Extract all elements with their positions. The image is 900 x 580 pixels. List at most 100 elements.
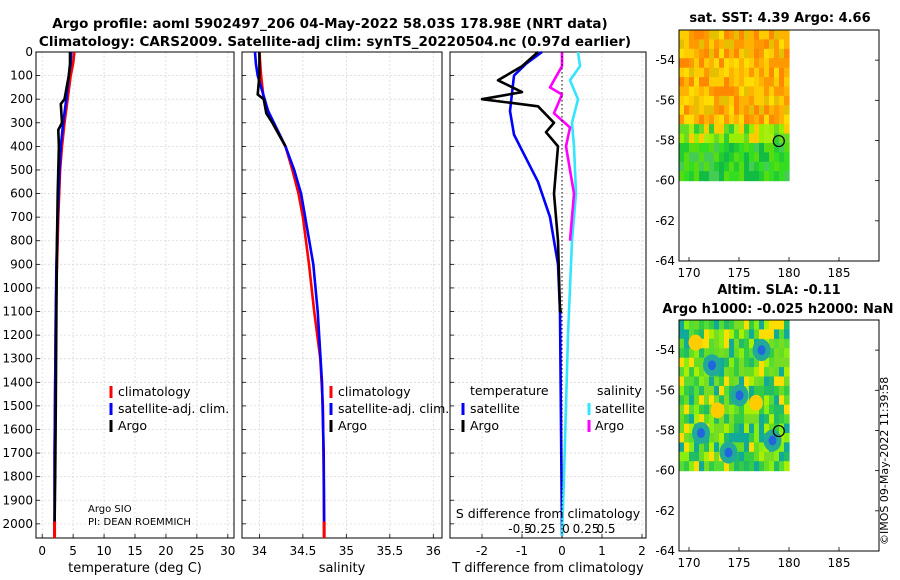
map-y-tick-label: -56 [655, 93, 675, 107]
map-cell [684, 95, 690, 106]
map-cell [679, 67, 685, 78]
map-cell [714, 320, 720, 330]
map-cell [689, 367, 695, 378]
map-cell [714, 338, 720, 349]
map-cell [769, 423, 775, 434]
series-line-salinity-satellite [560, 51, 582, 536]
map-cell [764, 124, 770, 135]
y-tick-label: 1000 [2, 281, 33, 295]
map-cell [709, 48, 715, 59]
map-cell [774, 124, 780, 135]
map-cell [724, 395, 730, 406]
map-x-tick-label: 185 [828, 266, 851, 280]
map-cell [694, 320, 700, 330]
map-cell [739, 124, 745, 135]
map-cell [709, 376, 715, 387]
map-cell [739, 161, 745, 172]
map-cell [759, 320, 765, 330]
map-cell [714, 58, 720, 69]
map-cell [679, 442, 685, 453]
map-cell [764, 357, 770, 368]
map-cell [724, 338, 730, 349]
map-cell [759, 357, 765, 368]
map-cell [769, 338, 775, 349]
map-cell [679, 124, 685, 135]
map-cell [714, 376, 720, 387]
map-cell [679, 367, 685, 378]
map-cell [714, 114, 720, 125]
map-cell [699, 161, 705, 172]
map-cell [724, 171, 730, 182]
map-cell [764, 451, 770, 462]
map-cell [689, 357, 695, 368]
map-cell [764, 376, 770, 387]
map-cell [774, 39, 780, 50]
sla-eddy-core [708, 360, 716, 371]
map-cell [689, 161, 695, 172]
map-cell [759, 133, 765, 144]
map-cell [764, 395, 770, 406]
map-cell [774, 461, 780, 472]
map-cell [774, 133, 780, 144]
map-cell [754, 77, 760, 88]
map-cell [784, 367, 790, 378]
map-cell [759, 451, 765, 462]
series-line-salinity-argo [548, 52, 576, 241]
map-cell [739, 367, 745, 378]
map-cell [714, 124, 720, 135]
map-cell [714, 143, 720, 153]
map-cell [739, 320, 745, 330]
map-cell [754, 442, 760, 453]
map-cell [749, 329, 755, 340]
map-cell [714, 395, 720, 406]
map-cell [684, 143, 690, 153]
map-cell [729, 404, 735, 415]
map-cell [699, 67, 705, 78]
y-tick-label: 400 [10, 139, 33, 153]
s-tick-label: 0 [562, 522, 570, 536]
map-cell [739, 404, 745, 415]
map-cell [754, 171, 760, 182]
map-cell [774, 105, 780, 116]
map-cell [704, 114, 710, 125]
map-cell [729, 67, 735, 78]
map-cell [734, 105, 740, 116]
map-cell [744, 161, 750, 172]
map-cell [769, 385, 775, 396]
sla-eddy-core [724, 447, 733, 458]
map-cell [784, 433, 790, 443]
map-cell [744, 48, 750, 59]
map-cell [679, 171, 685, 182]
map-cell [689, 67, 695, 78]
map-cell [744, 77, 750, 88]
map-cell [764, 143, 770, 153]
map-cell [709, 161, 715, 172]
series-line-climatology [258, 51, 326, 536]
map-cell [774, 376, 780, 387]
map-cell [684, 404, 690, 415]
map-cell [754, 86, 760, 97]
map-cell [699, 105, 705, 116]
map-cell [709, 95, 715, 106]
map-cell [774, 95, 780, 106]
map-cell [759, 48, 765, 59]
map-cell [734, 143, 740, 153]
map-cell [709, 143, 715, 153]
map-cell [694, 161, 700, 172]
map-cell [779, 48, 785, 59]
map-cell [709, 58, 715, 69]
map-cell [689, 442, 695, 453]
map-cell [739, 114, 745, 125]
map-cell [744, 67, 750, 78]
y-tick-label: 200 [10, 92, 33, 106]
map-cell [759, 58, 765, 69]
map-cell [779, 124, 785, 135]
map-cell [784, 161, 790, 172]
map-cell [759, 171, 765, 182]
map-cell [779, 395, 785, 406]
map-cell [759, 442, 765, 453]
map-cell [784, 461, 790, 472]
map-cell [699, 58, 705, 69]
map-cell [704, 376, 710, 387]
map-cell [729, 348, 735, 359]
